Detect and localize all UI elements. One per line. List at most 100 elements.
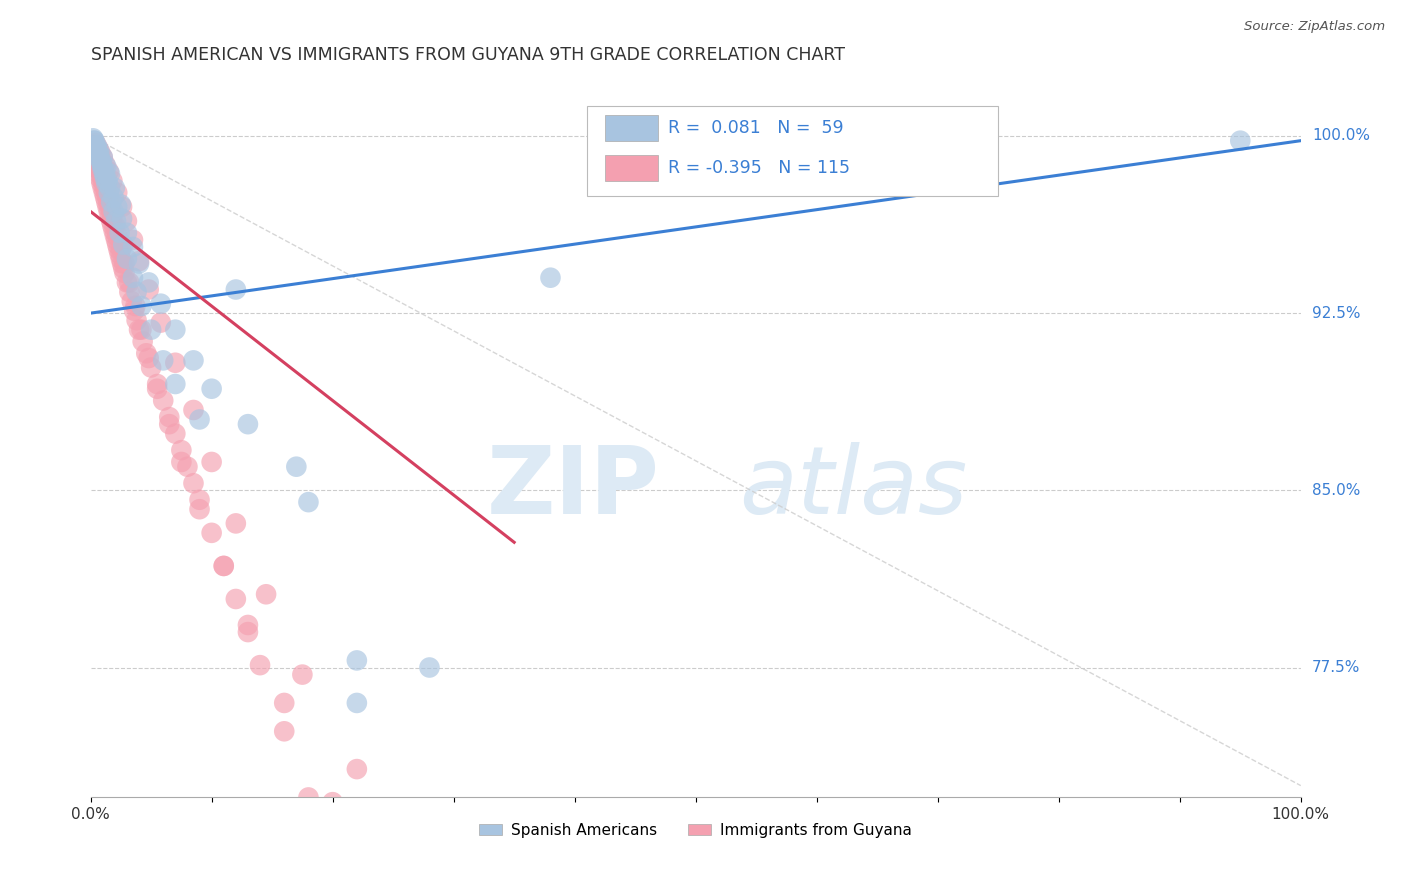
Point bbox=[107, 243, 129, 257]
Point bbox=[97, 186, 120, 200]
Point bbox=[285, 459, 308, 474]
Point bbox=[297, 495, 319, 509]
Point bbox=[98, 209, 121, 223]
Point bbox=[128, 323, 150, 337]
Point bbox=[121, 294, 143, 309]
Point bbox=[165, 356, 187, 370]
Point bbox=[236, 618, 259, 632]
Point bbox=[100, 195, 122, 210]
Point bbox=[115, 214, 138, 228]
Point bbox=[165, 377, 187, 392]
Point bbox=[122, 240, 145, 254]
Point bbox=[84, 143, 107, 157]
Text: R = -0.395   N = 115: R = -0.395 N = 115 bbox=[668, 160, 849, 178]
Point bbox=[118, 276, 141, 290]
Point bbox=[135, 346, 157, 360]
Point bbox=[138, 351, 160, 365]
Point bbox=[122, 233, 145, 247]
Point bbox=[84, 136, 107, 150]
Point bbox=[89, 145, 111, 160]
Point bbox=[165, 323, 187, 337]
Point bbox=[122, 303, 145, 318]
Point bbox=[322, 795, 344, 809]
Point bbox=[297, 790, 319, 805]
Point bbox=[118, 285, 141, 299]
Point bbox=[96, 190, 118, 204]
Text: 100.0%: 100.0% bbox=[1312, 128, 1369, 144]
Point bbox=[254, 587, 277, 601]
Point bbox=[114, 256, 136, 270]
Point bbox=[138, 276, 160, 290]
Point bbox=[86, 148, 108, 162]
Point bbox=[105, 200, 128, 214]
Text: ZIP: ZIP bbox=[486, 442, 659, 533]
Point bbox=[93, 176, 115, 190]
Point bbox=[82, 143, 104, 157]
Point bbox=[96, 195, 118, 210]
Point bbox=[540, 270, 562, 285]
Point bbox=[183, 403, 205, 417]
Point bbox=[93, 167, 115, 181]
Point bbox=[98, 181, 121, 195]
Point bbox=[170, 455, 193, 469]
Point bbox=[97, 164, 120, 178]
Point bbox=[105, 237, 128, 252]
Point bbox=[101, 219, 124, 233]
Point bbox=[149, 296, 172, 310]
Point bbox=[108, 247, 131, 261]
Point bbox=[188, 412, 211, 426]
Point bbox=[146, 382, 169, 396]
Point bbox=[94, 181, 117, 195]
Point bbox=[225, 283, 247, 297]
Point bbox=[110, 243, 132, 257]
Point bbox=[110, 197, 132, 211]
Point bbox=[83, 134, 105, 148]
Point bbox=[91, 160, 114, 174]
Point bbox=[149, 316, 172, 330]
Text: SPANISH AMERICAN VS IMMIGRANTS FROM GUYANA 9TH GRADE CORRELATION CHART: SPANISH AMERICAN VS IMMIGRANTS FROM GUYA… bbox=[90, 46, 845, 64]
Point bbox=[225, 516, 247, 531]
Point bbox=[86, 157, 108, 171]
Point bbox=[165, 426, 187, 441]
Point bbox=[128, 254, 150, 268]
Point bbox=[89, 171, 111, 186]
Text: Source: ZipAtlas.com: Source: ZipAtlas.com bbox=[1244, 20, 1385, 33]
Point bbox=[110, 252, 132, 266]
Point bbox=[122, 270, 145, 285]
Point bbox=[188, 492, 211, 507]
Point bbox=[346, 653, 368, 667]
Text: 92.5%: 92.5% bbox=[1312, 306, 1361, 320]
Point bbox=[105, 233, 128, 247]
Point bbox=[87, 157, 110, 171]
Text: 85.0%: 85.0% bbox=[1312, 483, 1360, 498]
Point bbox=[96, 176, 118, 190]
Point bbox=[418, 660, 440, 674]
Point bbox=[103, 190, 125, 204]
Point bbox=[152, 353, 174, 368]
Point bbox=[98, 200, 121, 214]
Point bbox=[91, 181, 114, 195]
Point bbox=[86, 138, 108, 153]
Point bbox=[152, 393, 174, 408]
Point bbox=[96, 186, 118, 200]
Point bbox=[125, 285, 148, 299]
Point bbox=[273, 696, 295, 710]
Point bbox=[94, 157, 117, 171]
Point bbox=[183, 476, 205, 491]
Point bbox=[236, 625, 259, 640]
Text: atlas: atlas bbox=[740, 442, 967, 533]
Point bbox=[139, 360, 162, 375]
Point bbox=[90, 157, 112, 171]
Point bbox=[131, 299, 153, 313]
Point bbox=[201, 525, 224, 540]
Point bbox=[83, 148, 105, 162]
Point bbox=[87, 167, 110, 181]
Point bbox=[139, 323, 162, 337]
Point bbox=[83, 134, 105, 148]
Point bbox=[83, 138, 105, 153]
Point bbox=[146, 377, 169, 392]
Point bbox=[115, 276, 138, 290]
Point bbox=[111, 211, 134, 226]
Point bbox=[346, 762, 368, 776]
Point bbox=[94, 190, 117, 204]
